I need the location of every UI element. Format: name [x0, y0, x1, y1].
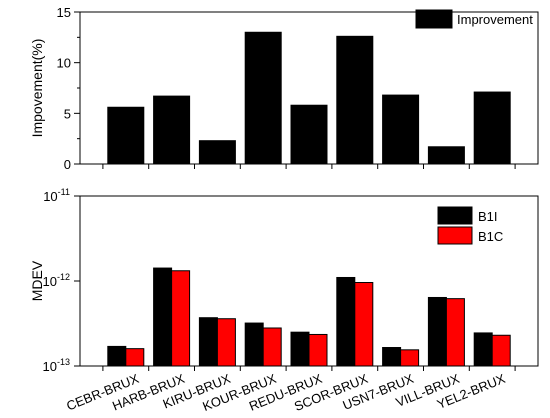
- bottom-y-axis-label: MDEV: [29, 260, 45, 301]
- bottom-bar-B1C-SCOR-BRUX: [354, 282, 374, 367]
- top-y-tick-label: 10: [57, 56, 71, 71]
- top-bar-VILL-BRUX: [427, 146, 465, 165]
- legend-swatch-B1I: [437, 206, 473, 225]
- top-y-tick-label: 15: [57, 5, 71, 20]
- top-bar-HARB-BRUX: [153, 95, 191, 165]
- bottom-bar-B1C-USN7-BRUX: [400, 349, 420, 367]
- top-bar-KOUR-BRUX: [244, 31, 282, 165]
- category-labels: CEBR-BRUXHARB-BRUXKIRU-BRUXKOUR-BRUXREDU…: [64, 371, 507, 414]
- bottom-bar-B1I-HARB-BRUX: [153, 267, 173, 367]
- bottom-bar-B1I-KOUR-BRUX: [244, 322, 264, 367]
- bottom-bar-B1C-KIRU-BRUX: [216, 318, 236, 367]
- legend-label-B1C: B1C: [478, 229, 503, 244]
- bottom-bar-B1C-REDU-BRUX: [308, 333, 328, 367]
- top-bar-SCOR-BRUX: [336, 35, 374, 165]
- bottom-bar-B1C-CEBR-BRUX: [125, 348, 145, 367]
- bottom-bar-B1I-YEL2-BRUX: [473, 332, 493, 367]
- bottom-bar-B1I-KIRU-BRUX: [198, 317, 218, 367]
- legend-swatch-B1C: [437, 226, 473, 245]
- top-panel: 0 5 10 15 Impovement(%) Improvement: [29, 5, 539, 172]
- bottom-bar-B1C-KOUR-BRUX: [262, 327, 282, 367]
- top-y-axis-label: Impovement(%): [29, 39, 45, 138]
- top-y-tick-label: 5: [64, 106, 71, 121]
- top-bar-YEL2-BRUX: [473, 91, 511, 165]
- legend-label-improvement: Improvement: [457, 12, 533, 27]
- bottom-bar-B1C-VILL-BRUX: [445, 298, 465, 367]
- bottom-y-tick-label: 10-12: [43, 272, 70, 289]
- top-bar-KIRU-BRUX: [198, 140, 236, 165]
- bottom-panel: 10-13 10-12 10-11 MDEV B1I B1C: [29, 187, 539, 374]
- bottom-bar-B1I-VILL-BRUX: [427, 296, 447, 367]
- bottom-bar-B1I-SCOR-BRUX: [336, 276, 356, 367]
- bottom-bar-B1I-REDU-BRUX: [290, 331, 310, 367]
- bottom-y-tick-label: 10-13: [43, 357, 70, 374]
- bottom-bar-B1C-YEL2-BRUX: [491, 334, 511, 367]
- bottom-bar-B1I-USN7-BRUX: [382, 347, 402, 367]
- top-bar-USN7-BRUX: [382, 94, 420, 165]
- top-bar-CEBR-BRUX: [107, 106, 145, 165]
- top-y-tick-label: 0: [64, 157, 71, 172]
- top-bar-REDU-BRUX: [290, 104, 328, 165]
- bottom-bar-B1I-CEBR-BRUX: [107, 345, 127, 367]
- legend-swatch-improvement: [415, 9, 453, 29]
- legend-label-B1I: B1I: [478, 209, 498, 224]
- bottom-y-tick-label: 10-11: [43, 187, 70, 204]
- bottom-bar-B1C-HARB-BRUX: [171, 270, 191, 367]
